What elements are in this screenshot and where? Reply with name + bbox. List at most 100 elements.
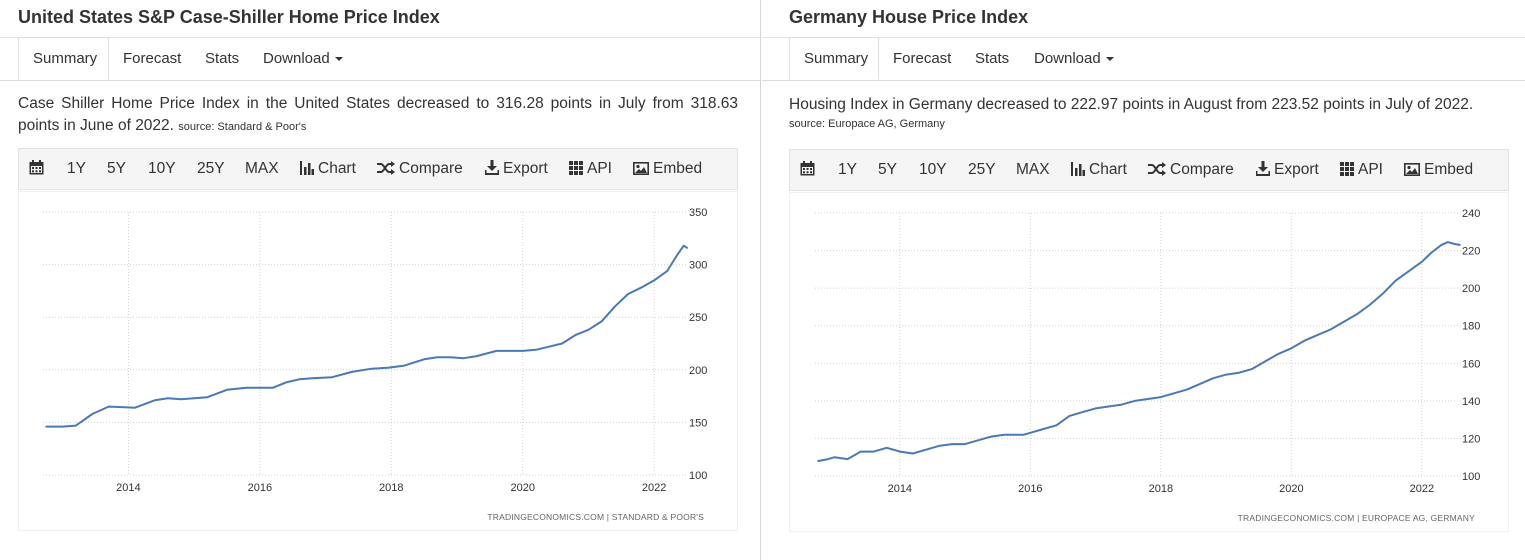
range-1y-button[interactable]: 1Y [67, 160, 86, 177]
y-tick-label: 150 [689, 417, 707, 429]
calendar-button[interactable] [29, 149, 48, 189]
y-tick-label: 140 [1462, 396, 1480, 408]
y-tick-label: 240 [1462, 208, 1480, 220]
chart-type-label: Chart [1089, 161, 1127, 178]
compare-label: Compare [1170, 161, 1234, 178]
x-tick-label: 2018 [1149, 483, 1173, 495]
tab-summary[interactable]: Summary [18, 37, 109, 80]
compare-label: Compare [399, 160, 463, 177]
series-line [817, 241, 1461, 462]
shuffle-icon [377, 161, 395, 175]
tab-stats[interactable]: Stats [205, 50, 240, 67]
chart-area: 100 150 200 250 300 350 2014 2016 2018 2020 2022 TR… [18, 191, 738, 531]
y-tick-label: 100 [689, 470, 707, 482]
y-tick-label: 250 [689, 312, 707, 324]
chart-credit: TRADINGECONOMICS.COM | STANDARD & POOR'S [487, 512, 704, 522]
tab-download-label: Download [263, 50, 330, 67]
x-tick-label: 2020 [1279, 483, 1303, 495]
chart-type-button[interactable]: Chart [1071, 150, 1127, 190]
export-label: Export [1274, 161, 1319, 178]
range-1y-button[interactable]: 1Y [838, 161, 857, 178]
page-title: Germany House Price Index [789, 7, 1029, 27]
range-25y-button[interactable]: 25Y [968, 161, 996, 178]
x-tick-label: 2018 [379, 482, 403, 494]
chart-toolbar: 1Y 5Y 10Y 25Y MAX Chart Compare Export A… [18, 148, 738, 190]
x-tick-label: 2014 [888, 483, 912, 495]
description: Case Shiller Home Price Index in the Uni… [18, 95, 738, 134]
line-chart: 100 120 140 160 180 200 220 240 2014 2016 2018 2020… [815, 208, 1480, 523]
tab-download-label: Download [1034, 50, 1101, 67]
y-tick-label: 200 [689, 365, 707, 377]
chart-credit: TRADINGECONOMICS.COM | EUROPACE AG, GERM… [1238, 513, 1475, 523]
chart-type-button[interactable]: Chart [300, 149, 356, 189]
tab-bar: Summary Forecast Stats Download [762, 37, 1525, 81]
calendar-icon [800, 161, 815, 176]
tab-bar: Summary Forecast Stats Download [0, 37, 760, 81]
caret-down-icon [334, 57, 343, 62]
bar-chart-icon [300, 161, 314, 175]
range-5y-button[interactable]: 5Y [107, 160, 126, 177]
tab-download[interactable]: Download [249, 38, 357, 80]
germany-house-price-panel: Germany House Price Index Summary Foreca… [762, 0, 1525, 560]
range-5y-button[interactable]: 5Y [878, 161, 897, 178]
compare-button[interactable]: Compare [377, 149, 463, 189]
y-tick-label: 120 [1462, 433, 1480, 445]
api-label: API [587, 160, 612, 177]
range-10y-button[interactable]: 10Y [148, 160, 176, 177]
image-icon [1404, 163, 1420, 176]
y-tick-label: 200 [1462, 283, 1480, 295]
api-label: API [1358, 161, 1383, 178]
series-line [45, 244, 688, 428]
embed-button[interactable]: Embed [633, 149, 702, 189]
download-icon [484, 160, 500, 175]
x-tick-label: 2014 [116, 482, 140, 494]
y-tick-label: 160 [1462, 358, 1480, 370]
shuffle-icon [1148, 162, 1166, 176]
range-max-button[interactable]: MAX [245, 160, 279, 177]
export-button[interactable]: Export [1255, 150, 1319, 190]
x-tick-label: 2022 [1410, 483, 1434, 495]
tab-forecast[interactable]: Forecast [893, 50, 952, 67]
line-chart: 100 150 200 250 300 350 2014 2016 2018 2020 2022 TR… [43, 207, 707, 522]
embed-label: Embed [1424, 161, 1474, 178]
chart-toolbar: 1Y 5Y 10Y 25Y MAX Chart Compare Export A… [789, 149, 1509, 191]
range-25y-button[interactable]: 25Y [197, 160, 225, 177]
source-label: source: Europace AG, Germany [789, 118, 945, 130]
tab-download[interactable]: Download [1020, 38, 1128, 80]
y-tick-label: 100 [1462, 471, 1480, 483]
embed-button[interactable]: Embed [1404, 150, 1473, 190]
source-label: source: Standard & Poor's [178, 121, 307, 133]
range-10y-button[interactable]: 10Y [919, 161, 947, 178]
chart-area: 100 120 140 160 180 200 220 240 2014 2016 2018 2020… [789, 192, 1509, 532]
api-button[interactable]: API [569, 149, 612, 189]
grid-icon [1340, 162, 1354, 176]
x-tick-label: 2016 [1018, 483, 1042, 495]
download-icon [1255, 161, 1271, 176]
calendar-icon [29, 160, 44, 175]
us-case-shiller-panel: United States S&P Case-Shiller Home Pric… [0, 0, 761, 560]
tab-stats[interactable]: Stats [975, 50, 1010, 67]
y-tick-label: 180 [1462, 321, 1480, 333]
export-button[interactable]: Export [484, 149, 548, 189]
range-max-button[interactable]: MAX [1016, 161, 1050, 178]
api-button[interactable]: API [1340, 150, 1383, 190]
x-tick-label: 2022 [642, 482, 666, 494]
export-label: Export [503, 160, 548, 177]
page-title: United States S&P Case-Shiller Home Pric… [18, 7, 440, 27]
tab-summary[interactable]: Summary [789, 37, 879, 80]
bar-chart-icon [1071, 162, 1085, 176]
y-tick-label: 220 [1462, 246, 1480, 258]
y-tick-label: 350 [689, 207, 707, 219]
calendar-button[interactable] [800, 150, 819, 190]
chart-type-label: Chart [318, 160, 356, 177]
description: Housing Index in Germany decreased to 22… [789, 96, 1474, 113]
x-tick-label: 2020 [510, 482, 534, 494]
summary-text: Housing Index in Germany decreased to 22… [789, 94, 1509, 132]
caret-down-icon [1105, 57, 1114, 62]
x-tick-label: 2016 [248, 482, 272, 494]
tab-forecast[interactable]: Forecast [123, 50, 182, 67]
embed-label: Embed [653, 160, 703, 177]
compare-button[interactable]: Compare [1148, 150, 1234, 190]
grid-icon [569, 161, 583, 175]
image-icon [633, 162, 649, 175]
